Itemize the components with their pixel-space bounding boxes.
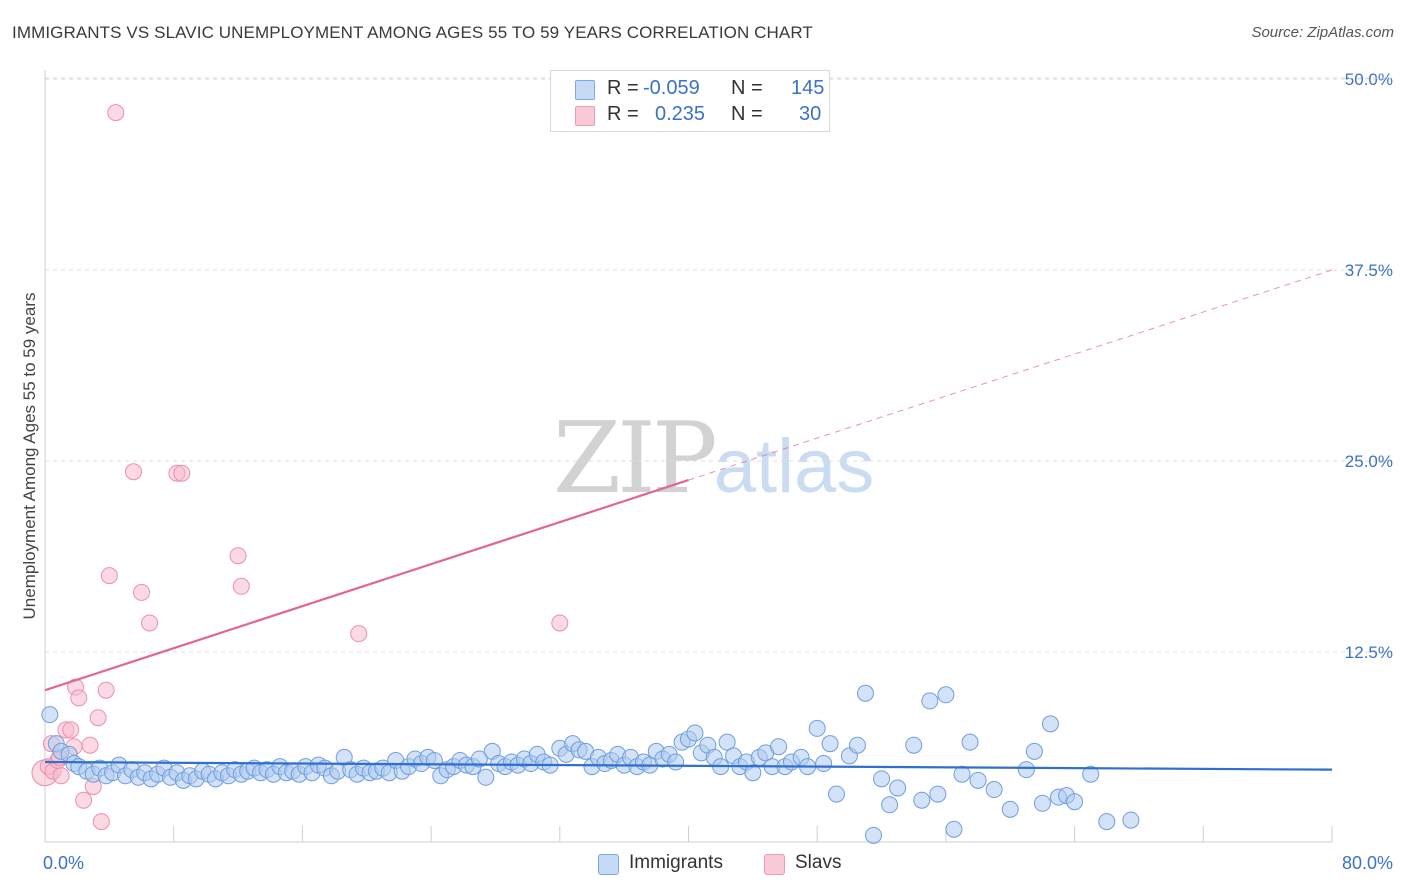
immigrants-point [808,719,826,737]
legend-swatch-immigrants [575,80,595,100]
immigrants-point [889,779,907,797]
immigrants-point [1041,715,1059,733]
slavs-point [173,464,191,482]
slavs-point [551,614,569,632]
immigrants-point [828,785,846,803]
immigrants-point [1025,742,1043,760]
immigrants-point [1033,794,1051,812]
immigrants-point [905,736,923,754]
y-tick-label: 12.5% [1345,643,1393,662]
immigrants-point [744,764,762,782]
slavs-point [70,689,88,707]
y-tick-label: 50.0% [1345,70,1393,89]
y-tick-label: 25.0% [1345,452,1393,471]
immigrants-point [921,692,939,710]
slavs-point [232,577,250,595]
immigrants-point [821,735,839,753]
x-tick-label-min: 0.0% [43,853,84,873]
immigrants-point [929,785,947,803]
immigrants-point [856,684,874,702]
bottom-legend-swatch-immigrants [598,854,619,875]
immigrants-trend-line [44,760,1333,771]
slavs-point [92,813,110,831]
bottom-legend-label-slavs: Slavs [795,852,842,873]
immigrants-point [1017,761,1035,779]
legend-n-value-slavs: 30 [799,103,822,125]
immigrants-point [1066,793,1084,811]
legend-n-value-immigrants: 145 [791,77,825,99]
immigrants-point [953,765,971,783]
immigrants-point [470,750,488,768]
immigrants-point [1098,813,1116,831]
immigrants-point [477,768,495,786]
bottom-legend-swatch-slavs [764,854,785,875]
immigrants-point [686,724,704,742]
immigrants-point [770,738,788,756]
legend: R = -0.059 N = 145 R = 0.235 N = 30 [550,70,830,132]
legend-swatch-slavs [575,106,595,126]
slavs-point [81,736,99,754]
slavs-point [62,721,80,739]
legend-n-label: N = [731,103,763,125]
immigrants-point [985,781,1003,799]
slavs-point [52,767,70,785]
immigrants-point [667,753,685,771]
legend-r-label: R = [607,103,639,125]
legend-r-label: R = [607,77,639,99]
immigrants-point [718,733,736,751]
slavs-point [97,681,115,699]
legend-n-label: N = [731,77,763,99]
slavs-point [141,614,159,632]
immigrants-point [937,686,955,704]
slavs-point [89,709,107,727]
y-tick-label: 37.5% [1345,261,1393,280]
slavs-trend-extension [688,269,1333,481]
watermark-atlas: atlas [713,424,875,509]
slavs-point [75,791,93,809]
immigrants-point [881,796,899,814]
chart-title: IMMIGRANTS VS SLAVIC UNEMPLOYMENT AMONG … [12,23,813,42]
immigrants-point [961,733,979,751]
immigrants-point [945,820,963,838]
immigrants-point [815,755,833,773]
legend-r-value-immigrants: -0.059 [643,77,700,99]
immigrants-point [41,706,59,724]
legend-r-value-slavs: 0.235 [655,103,706,125]
immigrants-point [865,826,883,844]
bottom-legend-label-immigrants: Immigrants [629,852,723,873]
immigrants-point [848,736,866,754]
immigrants-point [913,791,931,809]
slavs-point [107,104,125,122]
slavs-trend-line [44,479,689,692]
slavs-point [133,583,151,601]
immigrants-point [1122,811,1140,829]
x-tick-label-max: 80.0% [1342,853,1393,873]
source-label: Source: ZipAtlas.com [1251,24,1394,41]
immigrants-point [1001,800,1019,818]
slavs-point [100,567,118,585]
slavs-point [229,547,247,565]
immigrants-point [1082,765,1100,783]
immigrants-point [969,771,987,789]
slavs-point [350,625,368,643]
immigrants-point [873,770,891,788]
slavs-point [124,463,142,481]
